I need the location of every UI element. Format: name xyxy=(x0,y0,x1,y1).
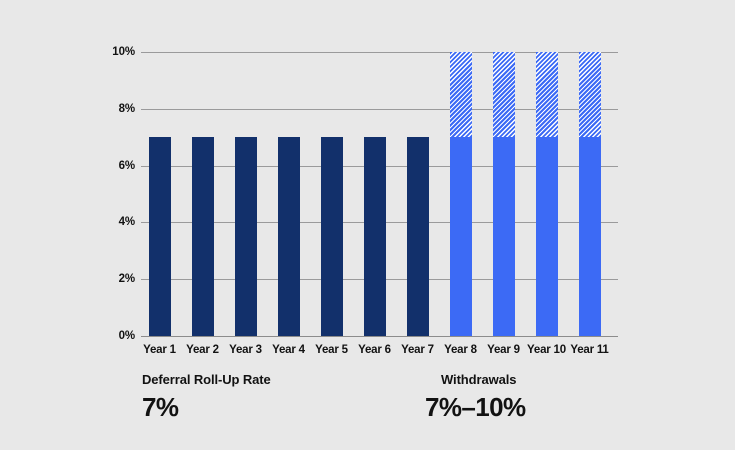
gridline xyxy=(141,108,618,110)
bar-solid-segment xyxy=(234,137,257,336)
bar-solid-segment xyxy=(492,137,515,336)
x-tick-label: Year 9 xyxy=(487,344,520,356)
bar-chart-plot: 0% 2% 4% 6% 8% 10% Year 1 Year 2 Year 3 Year 4 Yea… xyxy=(112,46,618,356)
bar-hatched-segment xyxy=(578,52,601,138)
bar-solid-segment xyxy=(449,137,472,336)
bar-solid-segment xyxy=(191,137,214,336)
x-tick-label: Year 1 xyxy=(143,344,176,356)
bar-solid-segment xyxy=(320,137,343,336)
deferral-rollup-value: 7% xyxy=(142,392,179,422)
x-tick-label: Year 2 xyxy=(186,344,219,356)
y-tick-label: 0% xyxy=(118,330,136,342)
y-tick-label: 6% xyxy=(118,159,136,172)
x-tick-label: Year 8 xyxy=(444,344,477,356)
y-tick-label: 8% xyxy=(118,102,136,115)
bar-solid-segment xyxy=(535,137,558,336)
bar-hatched-segment xyxy=(535,52,558,138)
bar-hatched-segment xyxy=(449,52,472,138)
bar-solid-segment xyxy=(148,137,171,336)
y-tick-label: 10% xyxy=(112,46,135,58)
bar-solid-segment xyxy=(277,137,300,336)
x-tick-label: Year 10 xyxy=(527,344,566,356)
x-tick-label: Year 3 xyxy=(229,344,262,356)
withdrawals-label: Withdrawals xyxy=(441,372,517,387)
bar-hatched-segment xyxy=(492,52,515,138)
bar-solid-segment xyxy=(363,137,386,336)
gridline xyxy=(141,52,618,53)
deferral-rollup-label: Deferral Roll-Up Rate xyxy=(142,372,271,387)
x-tick-label: Year 7 xyxy=(401,344,434,356)
x-tick-label: Year 6 xyxy=(358,344,391,356)
withdrawals-value: 7%–10% xyxy=(425,392,526,422)
y-tick-label: 4% xyxy=(118,216,136,229)
x-axis-line xyxy=(141,336,618,337)
x-tick-label: Year 4 xyxy=(272,344,305,356)
bar-solid-segment xyxy=(578,137,601,336)
y-tick-label: 2% xyxy=(118,273,136,286)
bar-solid-segment xyxy=(406,137,429,336)
x-tick-label: Year 5 xyxy=(315,344,348,356)
x-tick-label: Year 11 xyxy=(570,344,609,356)
